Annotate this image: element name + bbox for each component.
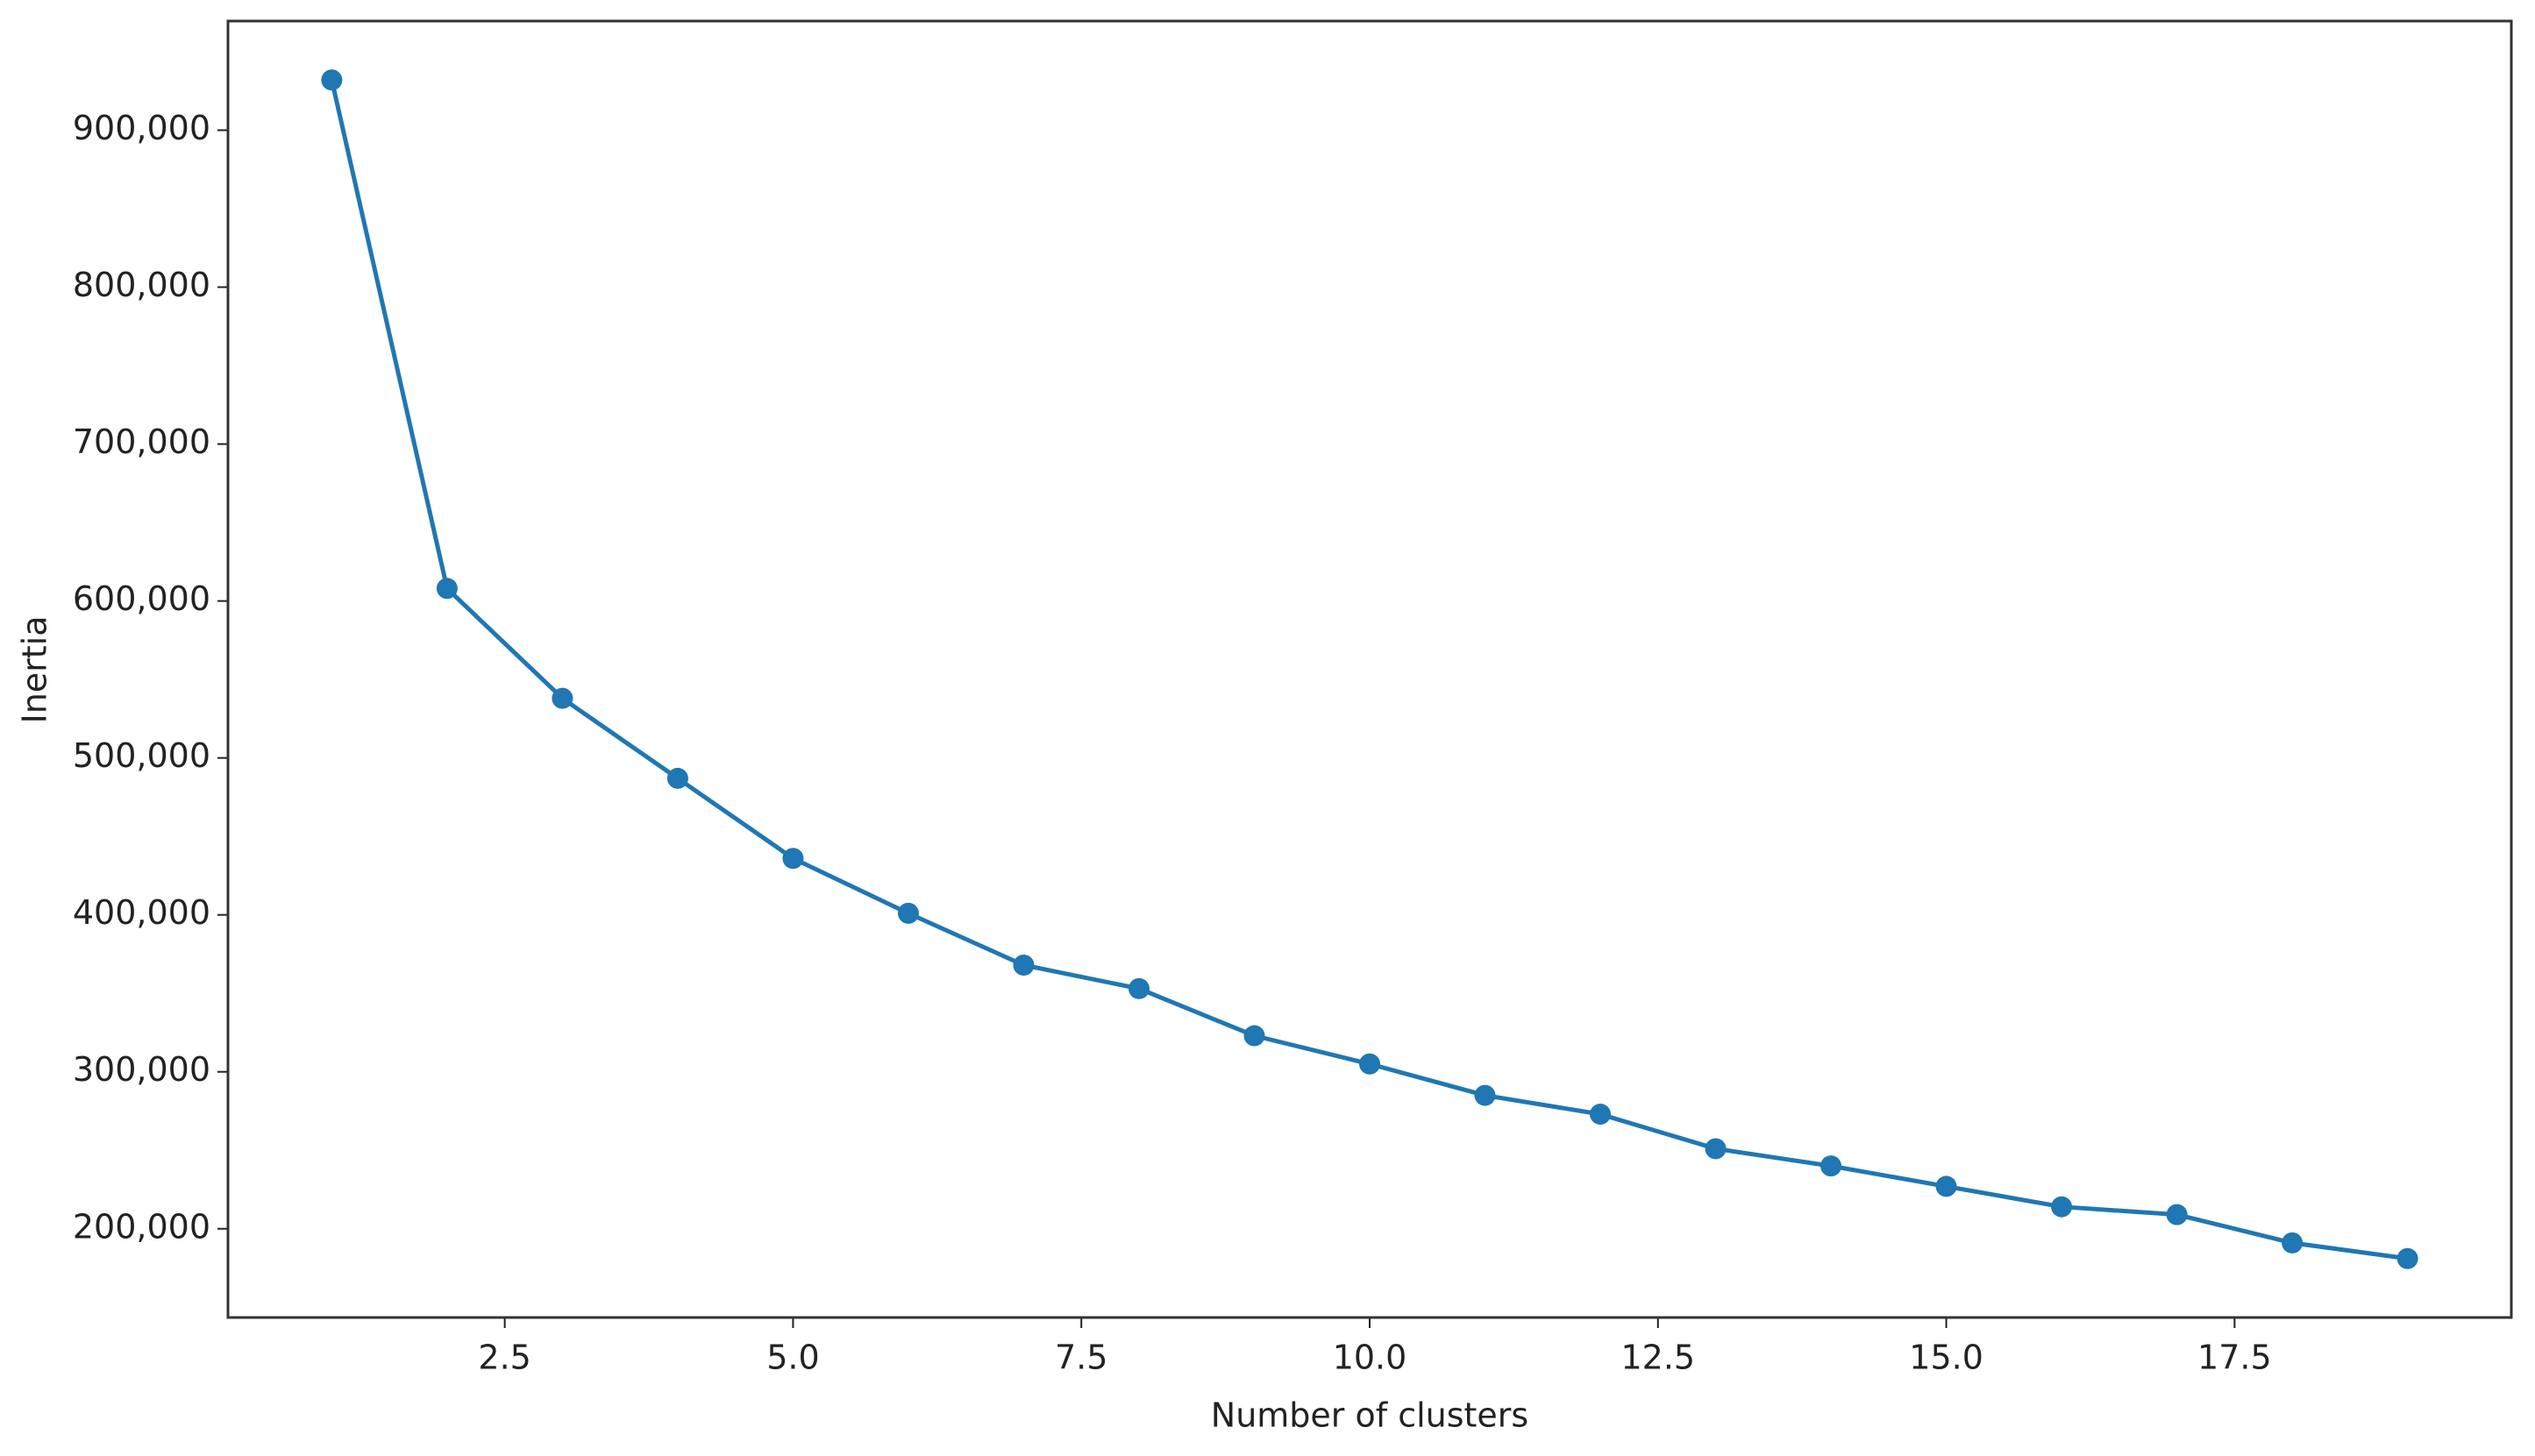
x-tick-label: 10.0: [1333, 1339, 1407, 1377]
line: [329, 79, 2408, 1261]
marker: [1474, 1084, 1496, 1106]
marker: [1359, 1053, 1380, 1075]
y-tick-label: 500,000: [73, 736, 210, 775]
marker: [897, 902, 919, 924]
y-tick-label: 600,000: [73, 579, 210, 618]
x-tick-label: 5.0: [766, 1339, 819, 1377]
x-tick-label: 12.5: [1620, 1339, 1695, 1377]
marker: [782, 848, 804, 870]
x-axis-label: Number of clusters: [1211, 1396, 1528, 1435]
x-tick-label: 7.5: [1055, 1339, 1107, 1377]
marker: [552, 687, 573, 709]
marker: [2166, 1204, 2188, 1225]
marker: [2396, 1247, 2418, 1269]
y-tick-label: 200,000: [73, 1207, 210, 1246]
y-tick-label: 300,000: [73, 1050, 210, 1089]
marker: [1705, 1138, 1727, 1160]
marker: [666, 767, 688, 789]
marker: [1590, 1104, 1612, 1126]
y-tick-label: 800,000: [73, 266, 210, 304]
y-axis-label: Inertia: [16, 615, 54, 723]
marker: [1128, 977, 1150, 999]
marker: [2282, 1232, 2304, 1254]
y-tick-label: 700,000: [73, 423, 210, 461]
y-tick-label: 900,000: [73, 109, 210, 147]
marker: [1935, 1175, 1957, 1197]
marker: [1820, 1155, 1842, 1177]
marker: [321, 69, 343, 91]
x-tick-label: 2.5: [478, 1339, 530, 1377]
plot-frame: [226, 19, 2513, 1319]
marker: [1243, 1025, 1265, 1047]
marker: [2051, 1196, 2073, 1218]
x-tick-label: 15.0: [1909, 1339, 1983, 1377]
y-tick-label: 400,000: [73, 893, 210, 932]
marker: [1013, 954, 1035, 976]
x-tick-label: 17.5: [2197, 1339, 2272, 1377]
marker: [436, 578, 458, 600]
